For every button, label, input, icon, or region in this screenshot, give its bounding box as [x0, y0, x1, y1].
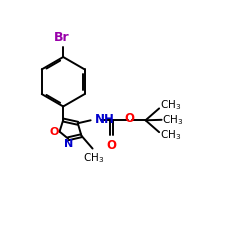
- Text: Br: Br: [54, 31, 70, 44]
- Text: O: O: [107, 139, 117, 152]
- Text: NH: NH: [94, 113, 114, 126]
- Text: N: N: [64, 139, 73, 149]
- Text: CH$_3$: CH$_3$: [162, 113, 184, 127]
- Text: CH$_3$: CH$_3$: [160, 98, 181, 112]
- Text: CH$_3$: CH$_3$: [160, 128, 181, 142]
- Text: CH$_3$: CH$_3$: [83, 152, 104, 165]
- Text: O: O: [124, 112, 134, 125]
- Text: O: O: [50, 127, 59, 137]
